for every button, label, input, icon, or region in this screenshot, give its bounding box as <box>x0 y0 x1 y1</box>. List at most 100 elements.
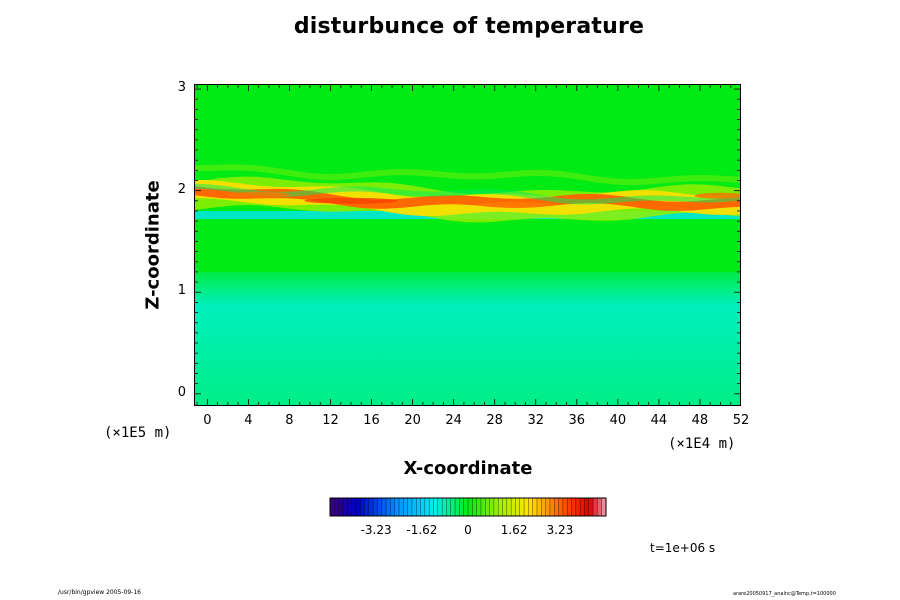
colorbar-cell <box>330 498 335 516</box>
x-axis-unit: (×1E4 m) <box>668 436 736 452</box>
colorbar-cell <box>459 498 464 516</box>
colorbar-cell <box>476 498 482 516</box>
colorbar-cell <box>506 498 512 516</box>
colorbar-cell <box>446 498 452 516</box>
colorbar-cell <box>399 498 404 516</box>
field-hot-spot <box>304 197 398 204</box>
x-tick-label: 36 <box>568 413 586 428</box>
x-tick-label: 24 <box>445 413 462 428</box>
colorbar-cell <box>424 498 430 516</box>
colorbar-cell <box>368 498 374 516</box>
colorbar-cell <box>394 498 400 516</box>
colorbar-cell <box>485 498 490 516</box>
colorbar-cell <box>472 498 477 516</box>
colorbar-cell <box>558 498 564 516</box>
field-lower-layer <box>194 271 741 406</box>
x-tick-label: 0 <box>203 413 212 428</box>
time-label: t=1e+06 s <box>650 541 716 555</box>
z-tick-label: 0 <box>177 384 186 400</box>
colorbar-cell <box>571 498 577 516</box>
colorbar-cell <box>584 498 590 516</box>
colorbar-cell <box>420 498 426 516</box>
plot-frame <box>194 84 741 406</box>
colorbar-cell <box>597 498 602 516</box>
y-axis-label: Z-coordinate <box>142 180 164 310</box>
colorbar-cell <box>489 498 495 516</box>
colorbar-cell <box>416 498 421 516</box>
colorbar-cell <box>519 498 525 516</box>
x-tick-label: 40 <box>609 413 627 428</box>
colorbar-cell <box>351 498 357 516</box>
z-axis-unit: (×1E5 m) <box>104 425 172 441</box>
x-tick-label: 52 <box>732 413 750 428</box>
field-band-layer <box>194 164 741 186</box>
colorbar-cell <box>549 498 555 516</box>
colorbar-cell <box>537 498 542 516</box>
x-tick-label: 44 <box>650 413 668 428</box>
field-hot-spot <box>694 192 741 199</box>
colorbar-cell <box>593 498 598 516</box>
x-tick-label: 32 <box>527 413 544 428</box>
colorbar-tick-label: 1.62 <box>501 523 528 537</box>
colorbar-cell <box>528 498 533 516</box>
colorbar-cell <box>450 498 456 516</box>
colorbar-cell <box>567 498 572 516</box>
x-tick-label: 48 <box>691 413 709 428</box>
colorbar-cell <box>502 498 508 516</box>
colorbar-cell <box>541 498 546 516</box>
colorbar-cell <box>390 498 395 516</box>
colorbar-cell <box>355 498 361 516</box>
colorbar-cell <box>463 498 469 516</box>
footer-left-text: /usr/bin/gpview 2005-09-16 <box>58 589 141 596</box>
colorbar-cell <box>511 498 516 516</box>
plot-area <box>194 84 741 406</box>
colorbar-cell <box>468 498 473 516</box>
colorbar-cell <box>554 498 559 516</box>
colorbar-cell <box>411 498 417 516</box>
colorbar: -3.23 -1.62 0 1.62 3.23 <box>329 497 607 537</box>
field-band-layer <box>194 186 741 211</box>
colorbar-cell <box>347 498 352 516</box>
field-hot-spot <box>227 191 290 198</box>
colorbar-cell <box>480 498 486 516</box>
colorbar-cell <box>381 498 387 516</box>
colorbar-cell <box>403 498 408 516</box>
x-tick-label: 8 <box>285 413 294 428</box>
colorbar-cell <box>515 498 521 516</box>
footer-right-text: arare20050917_analnc@Temp,t=100000 <box>733 591 836 597</box>
colorbar-cell <box>338 498 344 516</box>
colorbar-cell <box>377 498 383 516</box>
colorbar-cell <box>493 498 499 516</box>
colorbar-cell <box>407 498 413 516</box>
colorbar-cell <box>588 498 594 516</box>
colorbar-frame <box>329 497 607 517</box>
x-tick-label: 12 <box>322 413 339 428</box>
colorbar-cell <box>545 498 551 516</box>
colorbar-cell <box>455 498 460 516</box>
x-tick-label: 20 <box>404 413 421 428</box>
colorbar-cell <box>433 498 439 516</box>
x-axis-label: X-coordinate <box>403 458 533 479</box>
colorbar-cell <box>532 498 538 516</box>
colorbar-cell <box>334 498 339 516</box>
colorbar-cell <box>442 498 447 516</box>
z-tick-label: 3 <box>177 80 186 96</box>
colorbar-cell <box>601 498 607 516</box>
colorbar-cell <box>386 498 391 516</box>
colorbar-cell <box>524 498 529 516</box>
field-band-layer <box>194 183 741 205</box>
colorbar-tick-label: 0 <box>464 523 472 537</box>
colorbar-tick-label: 3.23 <box>547 523 574 537</box>
x-tick-label: 28 <box>486 413 503 428</box>
colorbar-cell <box>429 498 434 516</box>
colorbar-cell <box>437 498 443 516</box>
x-tick-label: 4 <box>244 413 253 428</box>
colorbar-cell <box>562 498 568 516</box>
colorbar-tick-label: -3.23 <box>361 523 392 537</box>
colorbar-cell <box>373 498 378 516</box>
colorbar-cell <box>580 498 585 516</box>
colorbar-cell <box>498 498 503 516</box>
colorbar-cell <box>364 498 370 516</box>
z-tick-label: 2 <box>177 181 186 197</box>
colorbar-tick-label: -1.62 <box>406 523 437 537</box>
